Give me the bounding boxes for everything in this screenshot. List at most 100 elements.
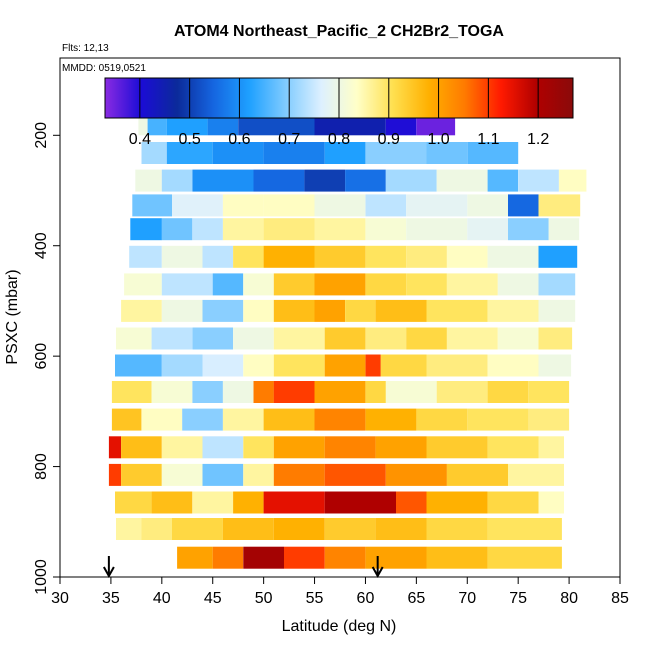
heatmap-cell	[426, 299, 488, 322]
heatmap-cell	[273, 273, 315, 296]
heatmap-cell	[406, 245, 447, 268]
heatmap-cell	[538, 194, 581, 217]
heatmap-cell	[108, 436, 122, 459]
heatmap-cell	[375, 299, 427, 322]
heatmap-cell	[253, 381, 274, 403]
latitude-arrow	[371, 556, 384, 579]
heatmap-cell	[172, 194, 223, 217]
heatmap-cell	[222, 381, 254, 403]
heatmap-cell	[324, 142, 366, 164]
heatmap-cell	[161, 218, 193, 241]
heatmap-cell	[416, 408, 468, 431]
heatmap-cell	[192, 327, 234, 350]
heatmap-cell	[396, 491, 427, 514]
heatmap-cell	[147, 113, 167, 136]
heatmap-cell	[497, 273, 539, 296]
heatmap-cell	[202, 299, 244, 322]
heatmap-cell	[467, 218, 508, 241]
latitude-arrow	[102, 556, 115, 579]
heatmap-cell	[233, 491, 264, 514]
heatmap-cell	[314, 194, 366, 217]
heatmap-cell	[538, 273, 576, 296]
heatmap-cell	[212, 546, 244, 569]
heatmap-cell	[538, 436, 564, 459]
heatmap-cell	[385, 169, 437, 192]
heatmap-cell	[263, 245, 315, 268]
y-tick-label: 400	[33, 232, 50, 259]
heatmap-cell	[416, 113, 456, 136]
heatmap-cell	[121, 463, 162, 486]
heatmap-cell	[161, 245, 203, 268]
heatmap-cell	[345, 299, 376, 322]
x-tick-label: 45	[204, 590, 222, 607]
heatmap-cell	[406, 327, 447, 350]
heatmap-cell	[116, 327, 152, 350]
heatmap-cell	[263, 408, 315, 431]
latitude-markers	[102, 556, 384, 579]
heatmap-cell	[365, 142, 427, 164]
heatmap-cell	[192, 218, 223, 241]
heatmap-cell	[314, 299, 345, 322]
heatmap-cell	[273, 381, 315, 403]
heatmap-cell	[284, 546, 325, 569]
heatmap-cell	[380, 354, 427, 377]
colorbar-tick-label: 0.7	[278, 131, 300, 148]
heatmap-cell	[324, 518, 376, 540]
heatmap-cell	[365, 546, 427, 569]
x-tick-label: 60	[357, 590, 375, 607]
heatmap-cell	[202, 436, 244, 459]
heatmap-cell	[202, 245, 233, 268]
heatmap-cell	[538, 299, 576, 322]
heatmap-cell	[487, 491, 539, 514]
heatmap-cell	[151, 491, 193, 514]
heatmap-cell	[406, 194, 468, 217]
heatmap-cell	[243, 354, 274, 377]
heatmap-cell	[161, 273, 213, 296]
colorbar-tick-label: 0.9	[378, 131, 400, 148]
y-tick-label: 200	[33, 122, 50, 149]
heatmap-cell	[314, 113, 386, 136]
heatmap-cell	[538, 354, 572, 377]
heatmap-cell	[365, 354, 381, 377]
heatmap-cell	[487, 245, 539, 268]
heatmap-cell	[528, 381, 570, 403]
heatmap-cell	[426, 354, 488, 377]
heatmap-cell	[314, 408, 366, 431]
colorbar-tick-label: 0.5	[179, 131, 201, 148]
heatmap-cell	[324, 546, 366, 569]
heatmap-cell	[365, 273, 407, 296]
heatmap-cell	[314, 273, 366, 296]
heatmap-cell	[130, 218, 162, 241]
heatmap-cell	[243, 436, 274, 459]
chart-title: ATOM4 Northeast_Pacific_2 CH2Br2_TOGA	[174, 23, 504, 40]
x-tick-label: 85	[611, 590, 629, 607]
heatmap-cell	[314, 245, 366, 268]
heatmap-cell	[161, 299, 203, 322]
heatmap-cell	[161, 169, 193, 192]
heatmap-cell	[273, 354, 325, 377]
heatmap-cell	[548, 218, 580, 241]
x-tick-label: 30	[51, 590, 69, 607]
heatmap-cell	[222, 218, 264, 241]
heatmap-cell	[324, 463, 386, 486]
heatmap-cell	[243, 463, 274, 486]
heatmap-cell	[487, 518, 562, 540]
y-tick-label: 1000	[33, 559, 50, 595]
colorbar-tick-label: 1.0	[427, 131, 449, 148]
x-tick-label: 65	[407, 590, 425, 607]
heatmap-cell	[151, 327, 193, 350]
heatmap-cell	[207, 113, 239, 136]
x-tick-label: 80	[560, 590, 578, 607]
heatmap-cell	[375, 518, 427, 540]
heatmap-cell	[108, 463, 122, 486]
x-axis-label: Latitude (deg N)	[282, 618, 397, 635]
colorbar: 0.4 0.5 0.6 0.7 0.8 0.9 1.0 1.1 1.2	[104, 77, 574, 148]
y-tick-label: 600	[33, 343, 50, 370]
heatmap-cell	[365, 194, 407, 217]
heatmap-cell	[406, 218, 468, 241]
heatmap-cell	[508, 463, 564, 486]
heatmap-cell	[233, 327, 274, 350]
heatmap-cell	[273, 327, 325, 350]
heatmap-cell	[177, 546, 213, 569]
heatmap-cell	[538, 491, 564, 514]
